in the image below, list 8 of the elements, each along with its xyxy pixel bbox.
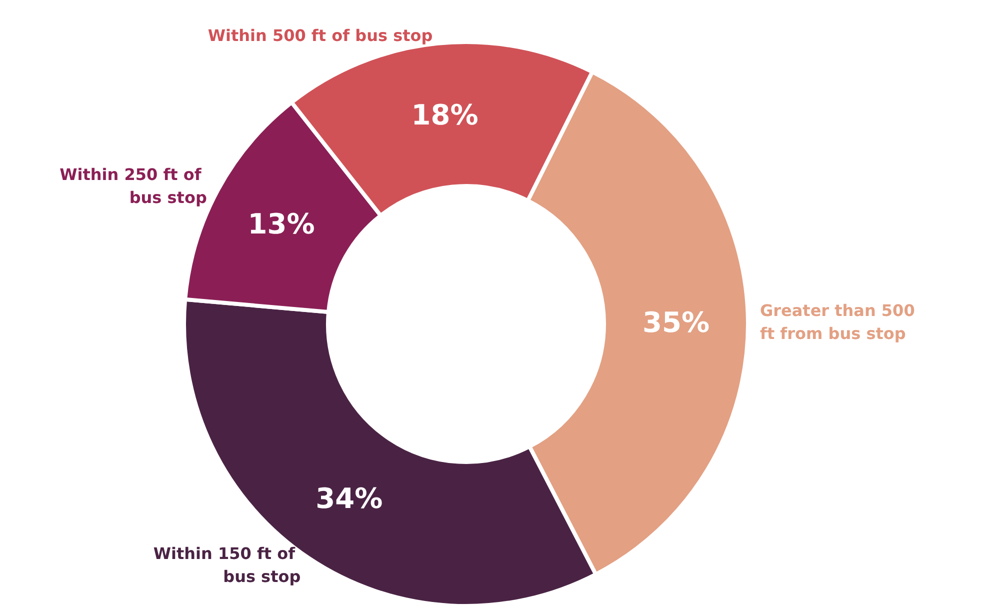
slice-label: Within 150 ft of bus stop [153,544,301,586]
slice-label: Within 500 ft of bus stop [208,26,433,45]
slice-label: Within 250 ft of bus stop [60,165,207,208]
slice-label: Greater than 500 ft from bus stop [760,300,920,343]
data-label: 34% [316,482,383,516]
data-label: 35% [642,306,710,340]
data-label: 13% [248,208,315,241]
data-label: 18% [411,98,478,132]
